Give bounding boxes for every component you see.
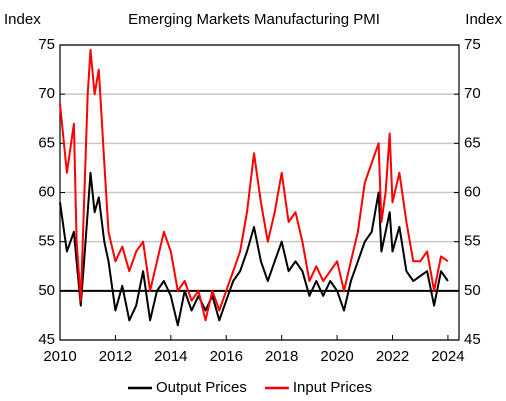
y-tick-label: 55 bbox=[38, 233, 55, 250]
x-tick-label: 2022 bbox=[376, 348, 409, 365]
legend-label: Input Prices bbox=[293, 379, 372, 396]
y2-tick-label: 70 bbox=[464, 85, 481, 102]
y2-tick-label: 50 bbox=[464, 282, 481, 299]
x-tick-label: 2024 bbox=[431, 348, 464, 365]
y2-tick-label: 75 bbox=[464, 36, 481, 53]
y2-tick-label: 65 bbox=[464, 134, 481, 151]
y2-tick-label: 55 bbox=[464, 233, 481, 250]
y-tick-label: 70 bbox=[38, 85, 55, 102]
y2-axis-label: Index bbox=[465, 11, 502, 28]
y2-tick-label: 60 bbox=[464, 183, 481, 200]
y-axis-label: Index bbox=[4, 11, 41, 28]
legend-label: Output Prices bbox=[156, 379, 247, 396]
y-tick-label: 65 bbox=[38, 134, 55, 151]
y-tick-label: 45 bbox=[38, 331, 55, 348]
series-line bbox=[59, 48, 449, 322]
x-tick-label: 2020 bbox=[320, 348, 353, 365]
x-tick-label: 2014 bbox=[154, 348, 187, 365]
y-tick-label: 75 bbox=[38, 36, 55, 53]
y-tick-label: 60 bbox=[38, 183, 55, 200]
plot-frame bbox=[59, 44, 460, 341]
series-line bbox=[59, 171, 449, 327]
x-tick-label: 2010 bbox=[43, 348, 76, 365]
x-tick-label: 2012 bbox=[99, 348, 132, 365]
x-tick-label: 2016 bbox=[210, 348, 243, 365]
y2-tick-label: 45 bbox=[464, 331, 481, 348]
chart-title: Emerging Markets Manufacturing PMI bbox=[128, 11, 380, 28]
y-tick-label: 50 bbox=[38, 282, 55, 299]
x-tick-label: 2018 bbox=[265, 348, 298, 365]
